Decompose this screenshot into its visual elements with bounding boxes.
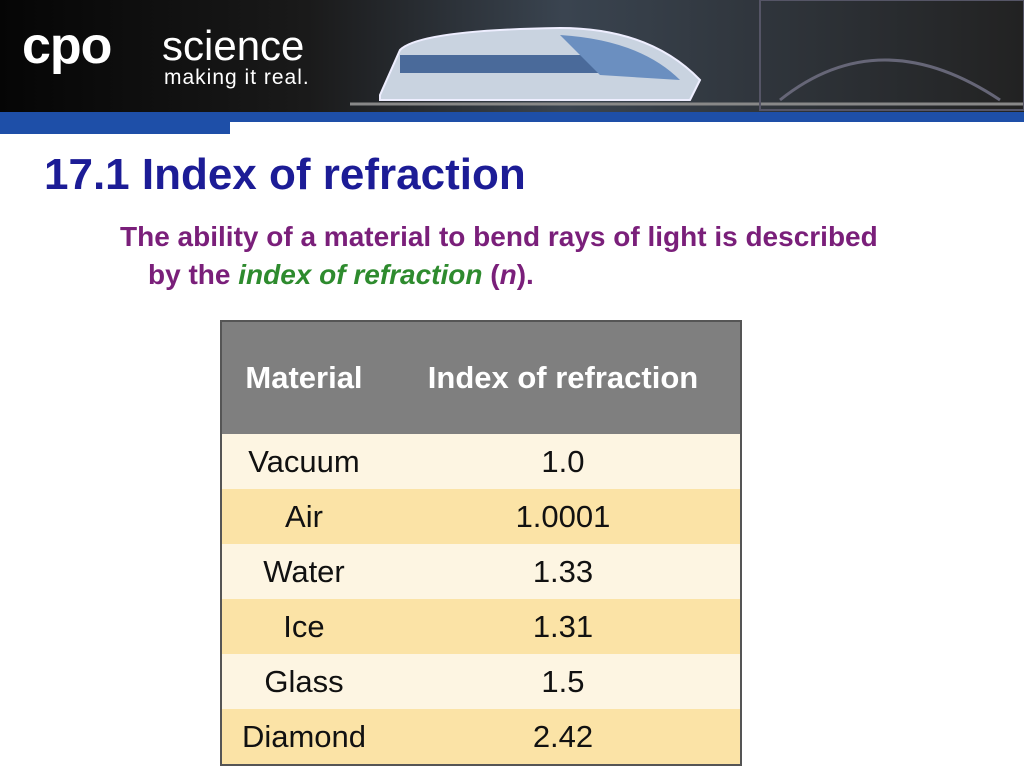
table-cell: Water (221, 544, 386, 599)
table-row: Vacuum 1.0 (221, 434, 741, 489)
table-cell: 1.31 (385, 599, 741, 654)
table-row: Glass 1.5 (221, 654, 741, 709)
text: ). (516, 259, 534, 290)
table-row: Ice 1.31 (221, 599, 741, 654)
brand: science (162, 22, 305, 69)
text: ( (482, 259, 500, 290)
table-cell: Glass (221, 654, 386, 709)
table-cell: 1.0001 (385, 489, 741, 544)
table-cell: 1.5 (385, 654, 741, 709)
column-header: Material (221, 321, 386, 434)
header-row: Material Index of refraction (221, 321, 741, 434)
table-cell: Ice (221, 599, 386, 654)
table-cell: 1.33 (385, 544, 741, 599)
table-cell: Vacuum (221, 434, 386, 489)
table-cell: 1.0 (385, 434, 741, 489)
title: 17.1 Index of refraction (44, 150, 526, 199)
table-row: Diamond 2.42 (221, 709, 741, 765)
column-header: Index of refraction (385, 321, 741, 434)
train-art (350, 0, 1024, 111)
body-text: The ability of a material to bend rays o… (120, 218, 888, 294)
table-cell: 2.42 (385, 709, 741, 765)
stripe (0, 122, 230, 134)
banner: cpo science making it real. (0, 0, 1024, 112)
table-cell: Diamond (221, 709, 386, 765)
stripe (0, 112, 1024, 122)
table-row: Air 1.0001 (221, 489, 741, 544)
term: index of refraction (238, 259, 483, 290)
logo: cpo (22, 17, 112, 75)
tagline: making it real. (164, 66, 310, 89)
table-row: Water 1.33 (221, 544, 741, 599)
symbol: n (499, 259, 517, 290)
text: The ability of a material to bend rays o… (120, 221, 878, 290)
table-cell: Air (221, 489, 386, 544)
table: Material Index of refraction Vacuum 1.0 Air 1… (220, 320, 742, 766)
